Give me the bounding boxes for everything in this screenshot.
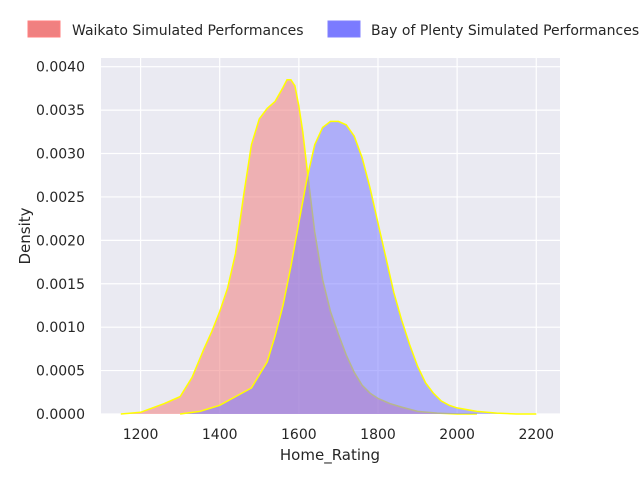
legend-label-bay-of-plenty: Bay of Plenty Simulated Performances (371, 23, 639, 39)
y-tick-label: 0.0015 (36, 277, 85, 293)
density-line-1 (180, 120, 537, 415)
x-tick-label: 1200 (123, 427, 159, 443)
y-tick-label: 0.0020 (36, 233, 85, 249)
density-areas (120, 78, 537, 415)
x-tick-label: 2000 (439, 427, 475, 443)
x-tick-label: 1400 (202, 427, 238, 443)
y-tick-label: 0.0010 (36, 320, 85, 336)
y-tick-label: 0.0040 (36, 60, 85, 76)
x-tick-label: 2200 (518, 427, 554, 443)
y-tick-label: 0.0025 (36, 190, 85, 206)
legend-swatch-waikato (27, 20, 61, 38)
legend: Waikato Simulated Performances Bay of Pl… (27, 20, 639, 39)
y-axis-ticks: 0.0000 0.0005 0.0010 0.0015 0.0020 0.0025 0.00… (36, 60, 85, 423)
x-axis-ticks: 1200 1400 1600 1800 2000 2200 (123, 427, 554, 443)
y-tick-label: 0.0000 (36, 407, 85, 423)
x-axis-label: Home_Rating (280, 446, 380, 465)
x-tick-label: 1600 (281, 427, 317, 443)
y-axis-label: Density (16, 207, 34, 264)
legend-label-waikato: Waikato Simulated Performances (72, 23, 304, 39)
density-area-1 (180, 121, 537, 415)
x-tick-label: 1800 (360, 427, 396, 443)
legend-swatch-bay-of-plenty (327, 20, 361, 38)
y-tick-label: 0.0030 (36, 147, 85, 163)
y-tick-label: 0.0035 (36, 103, 85, 119)
y-tick-label: 0.0005 (36, 364, 85, 380)
